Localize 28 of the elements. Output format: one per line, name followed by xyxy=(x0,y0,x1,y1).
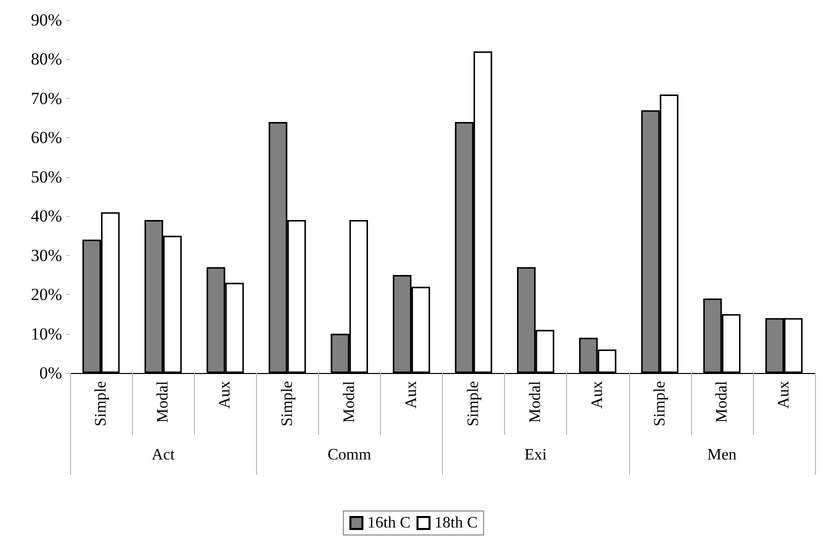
x-tick-label: Aux xyxy=(775,381,792,409)
x-tick-label: Aux xyxy=(402,381,420,409)
y-tick-label: 30% xyxy=(30,246,62,265)
y-tick-label: 60% xyxy=(30,128,62,148)
x-tick-label: Simple xyxy=(278,381,296,426)
x-tick-label: Aux xyxy=(589,381,606,409)
x-tick-label: Aux xyxy=(216,381,234,409)
text: Men xyxy=(707,446,737,464)
y-tick-label: 70% xyxy=(30,88,62,108)
x-tick-label: Modal xyxy=(527,380,544,423)
x-tick-label: Simple xyxy=(465,381,482,426)
text: Comm xyxy=(328,446,372,464)
text: Exi xyxy=(524,446,548,464)
x-tick-label: Modal xyxy=(340,380,358,423)
y-tick-label: 40% xyxy=(30,206,62,226)
x-tick-label: Simple xyxy=(92,381,110,426)
y-tick-label: 90% xyxy=(30,10,62,30)
x-tick-label: Modal xyxy=(713,380,730,423)
y-tick-label: 0% xyxy=(39,364,62,382)
x-tick-label: Simple xyxy=(651,381,668,426)
text: Act xyxy=(152,446,176,464)
legend-label: 18th C xyxy=(434,514,478,532)
y-tick-label: 80% xyxy=(30,50,62,69)
y-tick-label: 50% xyxy=(30,167,62,186)
y-tick-label: 10% xyxy=(30,324,62,344)
legend-label: 16th C xyxy=(367,514,411,532)
x-tick-label: Modal xyxy=(154,380,172,423)
y-tick-label: 20% xyxy=(30,285,62,304)
